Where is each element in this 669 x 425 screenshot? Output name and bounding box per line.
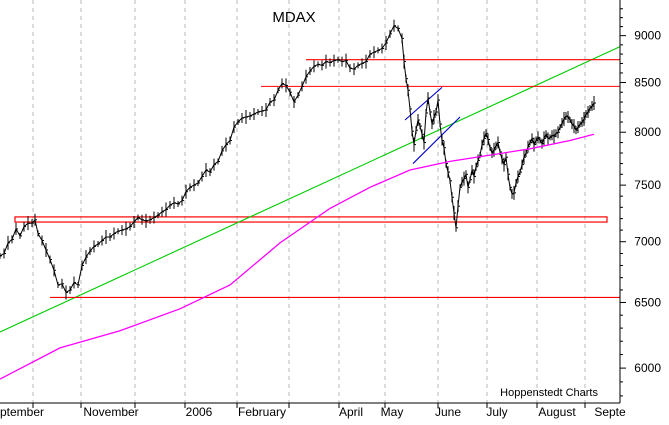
x-tick-label: August <box>538 405 576 419</box>
y-tick-label: 8500 <box>634 76 661 90</box>
x-tick-label: 2006 <box>186 405 213 419</box>
moving-average-line <box>0 133 595 380</box>
y-tick-label: 7000 <box>634 235 661 249</box>
trend-lines <box>0 46 621 333</box>
grid <box>32 0 586 403</box>
y-tick-label: 6000 <box>634 361 661 375</box>
axes: 6000 6500 7000 7500 8000 8500 9000 ptember Novem… <box>0 0 661 419</box>
price-series <box>0 19 596 300</box>
trend-line <box>0 46 621 333</box>
trend-line <box>412 116 461 164</box>
trend-line <box>404 86 443 121</box>
y-tick-label: 7500 <box>634 178 661 192</box>
x-tick-label: April <box>339 405 363 419</box>
y-tick-label: 8000 <box>634 125 661 139</box>
x-tick-label: ptember <box>0 405 44 419</box>
credit-label: Hoppenstedt Charts <box>500 387 598 399</box>
x-tick-label: May <box>381 405 404 419</box>
x-tick-label: Septe <box>594 405 626 419</box>
x-tick-label: June <box>435 405 461 419</box>
x-tick-label: July <box>486 405 507 419</box>
y-tick-label: 9000 <box>634 29 661 43</box>
x-tick-label: February <box>238 405 286 419</box>
chart-title: MDAX <box>272 9 315 26</box>
series-group <box>0 19 596 380</box>
y-tick-label: 6500 <box>634 295 661 309</box>
x-tick-label: November <box>83 405 138 419</box>
